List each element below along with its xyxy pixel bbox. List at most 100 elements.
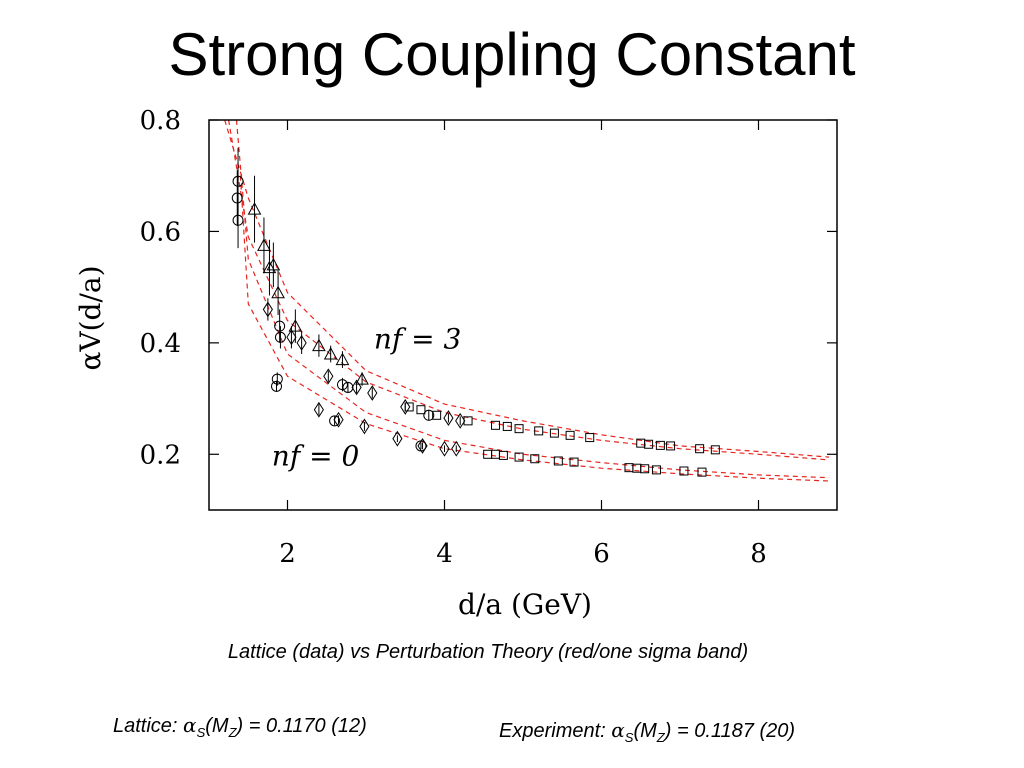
data-point-circle bbox=[274, 331, 286, 343]
annotations: nf = 3 nf = 0 bbox=[272, 322, 462, 472]
data-point-square bbox=[491, 420, 501, 430]
lattice-value: ) = 0.1170 (12) bbox=[236, 715, 367, 737]
lattice-label: Lattice: bbox=[113, 715, 178, 737]
data-point-triangle bbox=[262, 260, 277, 274]
band-line bbox=[224, 120, 830, 458]
curve-annotation: nf = 3 bbox=[374, 322, 461, 355]
data-point-triangle bbox=[266, 257, 281, 271]
data-point-square bbox=[463, 416, 473, 426]
data-point-square bbox=[534, 426, 544, 436]
data-point-square bbox=[644, 439, 654, 449]
data-point-diamond bbox=[451, 440, 462, 457]
data-point-square bbox=[491, 449, 501, 459]
experiment-result: Experiment: αS(MZ) = 0.1187 (20) bbox=[499, 718, 795, 745]
data-point-square bbox=[655, 440, 665, 450]
data-point-diamond bbox=[417, 438, 428, 454]
figure-caption: Lattice (data) vs Perturbation Theory (r… bbox=[227, 641, 749, 663]
y-tick-label: 0.8 bbox=[140, 106, 181, 136]
tick-labels: 2 4 6 8 0.2 0.4 0.6 0.8 bbox=[140, 106, 767, 569]
data-point-circle bbox=[423, 409, 435, 421]
data-point-diamond bbox=[323, 368, 334, 385]
data-point-square bbox=[666, 441, 676, 451]
data-point-square bbox=[549, 428, 559, 438]
data-point-circle bbox=[271, 373, 283, 385]
data-point-square bbox=[514, 452, 524, 462]
data-point-diamond bbox=[439, 440, 450, 457]
data-point-triangle bbox=[323, 346, 338, 360]
plot-frame bbox=[208, 119, 838, 511]
x-tick-label: 8 bbox=[750, 539, 767, 569]
data-point-square bbox=[565, 430, 575, 440]
y-tick-label: 0.6 bbox=[140, 217, 181, 247]
data-point-square bbox=[640, 464, 650, 474]
data-point-diamond bbox=[296, 334, 307, 351]
data-point-square bbox=[498, 450, 508, 460]
data-point-diamond bbox=[313, 401, 324, 418]
data-point-diamond bbox=[400, 399, 411, 415]
slide-title: Strong Coupling Constant bbox=[168, 21, 856, 88]
x-tick-label: 4 bbox=[436, 539, 453, 569]
data-point-triangle bbox=[355, 372, 369, 385]
data-point-diamond bbox=[443, 410, 454, 426]
data-point-square bbox=[404, 402, 414, 412]
data-point-square bbox=[530, 454, 540, 464]
data-point-square bbox=[585, 433, 595, 443]
data-point-diamond bbox=[262, 301, 273, 318]
data-point-square bbox=[514, 424, 524, 434]
lattice-result: Lattice: αS(MZ) = 0.1170 (12) bbox=[113, 713, 367, 740]
data-point-square bbox=[432, 410, 442, 420]
data-point-diamond bbox=[392, 430, 403, 447]
data-point-diamond bbox=[286, 329, 297, 346]
data-point-diamond bbox=[455, 412, 466, 429]
data-point-triangle bbox=[288, 319, 303, 332]
data-point-diamond bbox=[333, 411, 344, 428]
data-point-circle bbox=[231, 192, 243, 204]
data-point-triangle bbox=[335, 352, 350, 366]
data-point-circle bbox=[342, 381, 354, 393]
data-point-circle bbox=[232, 175, 244, 187]
alpha-symbol: α bbox=[611, 718, 625, 742]
y-axis-label: αV(d/a) bbox=[74, 265, 107, 370]
data-point-square bbox=[553, 456, 563, 466]
data-point-triangle bbox=[312, 338, 326, 352]
data-point-square bbox=[569, 457, 579, 467]
argument-open: (M bbox=[205, 715, 229, 737]
data-point-circle bbox=[271, 380, 283, 392]
data-point-square bbox=[710, 445, 720, 455]
data-point-square bbox=[416, 405, 426, 415]
data-point-triangle bbox=[247, 202, 262, 215]
data-point-circle bbox=[232, 214, 244, 226]
axis-ticks bbox=[209, 119, 837, 510]
alpha-subscript: S bbox=[196, 725, 206, 740]
x-tick-label: 6 bbox=[593, 539, 610, 569]
data-point-square bbox=[502, 421, 512, 431]
data-point-triangle bbox=[271, 285, 285, 299]
data-point-circle bbox=[329, 415, 341, 427]
data-point-square bbox=[651, 465, 661, 475]
data-point-diamond bbox=[359, 418, 370, 435]
curve-annotation: nf = 0 bbox=[272, 439, 359, 472]
y-tick-label: 0.4 bbox=[140, 329, 181, 359]
y-tick-label: 0.2 bbox=[140, 440, 181, 470]
data-point-diamond bbox=[367, 385, 378, 401]
data-point-diamond bbox=[351, 379, 362, 396]
perturbation-bands bbox=[224, 120, 830, 482]
band-line bbox=[228, 120, 830, 461]
experiment-label: Experiment: bbox=[499, 720, 606, 742]
experiment-value: ) = 0.1187 (20) bbox=[664, 720, 796, 742]
data-points bbox=[231, 147, 720, 477]
data-point-triangle bbox=[257, 238, 271, 251]
alpha-symbol: α bbox=[183, 713, 197, 737]
mass-subscript: Z bbox=[228, 725, 237, 740]
data-point-circle bbox=[274, 320, 286, 332]
mass-subscript: Z bbox=[656, 730, 665, 745]
x-tick-label: 2 bbox=[279, 539, 296, 569]
data-point-square bbox=[695, 444, 705, 454]
data-point-square bbox=[697, 467, 707, 477]
alpha-subscript: S bbox=[624, 730, 634, 745]
x-axis-label: d/a (GeV) bbox=[458, 588, 592, 621]
data-point-square bbox=[679, 466, 689, 476]
argument-open: (M bbox=[633, 720, 657, 742]
band-line bbox=[235, 120, 830, 479]
coupling-chart: 2 4 6 8 0.2 0.4 0.6 0.8 d/a (GeV) αV(d/a) nf = … bbox=[74, 106, 838, 621]
